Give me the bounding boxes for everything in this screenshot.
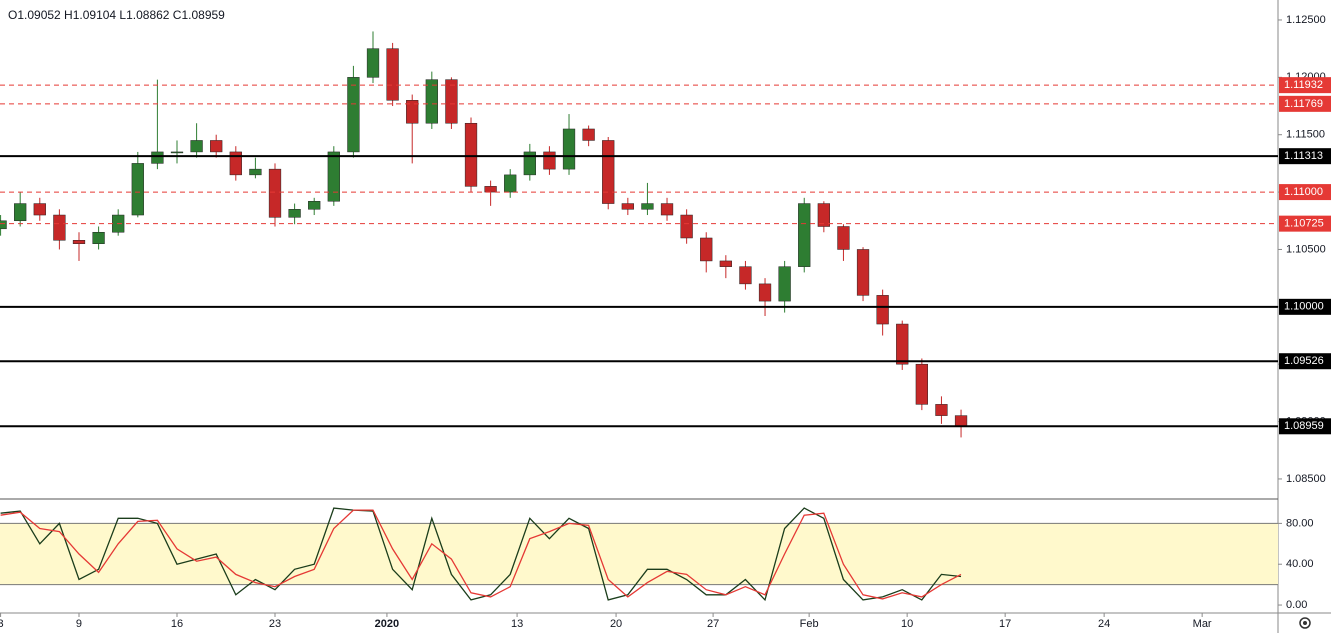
x-tick-label: 13 — [511, 618, 523, 630]
level-label-box — [1279, 184, 1331, 201]
level-label-box — [1279, 298, 1331, 315]
x-tick-label: 23 — [269, 618, 281, 630]
level-label: 1.11932 — [1284, 79, 1323, 91]
level-label: 1.11000 — [1284, 186, 1323, 198]
level-label: 1.11769 — [1284, 98, 1323, 110]
candle-body — [739, 266, 752, 285]
level-label-box — [1279, 418, 1331, 435]
y-tick-label: 0.00 — [1286, 599, 1307, 611]
candle-body — [0, 220, 7, 230]
stoch-line — [0, 509, 962, 600]
candle-body — [523, 151, 536, 176]
x-tick-label: 20 — [610, 618, 622, 630]
x-tick-label: 2020 — [375, 618, 399, 630]
candle-body — [249, 168, 262, 176]
candle-body — [876, 295, 889, 325]
candle-body — [406, 100, 419, 124]
candle-body — [621, 203, 634, 210]
candle-body — [758, 283, 772, 302]
candle-body — [14, 203, 27, 222]
candle-body — [308, 201, 321, 210]
band — [0, 523, 1278, 585]
candle-body — [856, 249, 870, 296]
level-label: 1.09526 — [1284, 355, 1324, 367]
x-tick-label: Mar — [1193, 618, 1212, 630]
candle-body — [151, 151, 164, 164]
candle-body — [53, 214, 66, 241]
candle-body — [347, 77, 360, 153]
y-tick-label: 1.11500 — [1286, 129, 1325, 141]
candle-body — [268, 168, 282, 218]
candle-body — [543, 151, 556, 170]
candle-body — [582, 128, 595, 141]
candle-body — [327, 151, 340, 202]
x-tick-label: 10 — [901, 618, 913, 630]
candle-body — [386, 48, 399, 101]
candle-body — [210, 140, 223, 153]
x-tick-label: 9 — [76, 618, 82, 630]
candle-body — [798, 203, 811, 267]
candle-body — [425, 79, 438, 124]
level-label: 1.10000 — [1284, 301, 1324, 313]
candle-body — [445, 79, 458, 124]
candle-body — [641, 203, 654, 210]
level-label-box — [1279, 148, 1331, 165]
level-label-box — [1279, 215, 1331, 232]
x-tick-label: 27 — [707, 618, 719, 630]
candle-body — [837, 226, 850, 250]
candle-body — [190, 140, 203, 153]
candle-body — [778, 266, 791, 302]
candle-body — [660, 203, 674, 216]
candle-body — [92, 231, 105, 244]
candle-body — [366, 48, 380, 78]
x-tick-label: 3 — [0, 618, 4, 630]
stoch-line — [0, 507, 962, 602]
x-tick-label: 24 — [1098, 618, 1110, 630]
candle-body — [484, 186, 497, 193]
y-tick-label: 1.08500 — [1286, 473, 1326, 485]
level-label: 1.10725 — [1284, 218, 1324, 230]
candle-body — [817, 203, 830, 227]
candle-body — [33, 203, 46, 216]
level-label-box — [1279, 95, 1331, 112]
y-tick-label: 1.10500 — [1286, 243, 1326, 255]
x-tick-label: Feb — [800, 618, 819, 630]
candle-body — [700, 237, 713, 262]
candle-body — [562, 128, 576, 170]
candle-body — [935, 404, 948, 416]
candle-body — [915, 363, 928, 405]
level-label-box — [1279, 77, 1331, 94]
level-label-box — [1279, 353, 1331, 370]
y-tick-label: 80.00 — [1286, 517, 1314, 529]
x-tick-label: 16 — [171, 618, 183, 630]
y-tick-label: 40.00 — [1286, 558, 1314, 570]
candle-body — [504, 174, 517, 193]
candle-body — [131, 163, 144, 216]
candle-body — [229, 151, 242, 176]
x-tick-label: 17 — [999, 618, 1011, 630]
candle-body — [719, 260, 732, 267]
level-label: 1.08959 — [1284, 420, 1324, 432]
candle-body — [72, 240, 86, 244]
candle-body — [896, 323, 909, 365]
ohlc-header: O1.09052 H1.09104 L1.08862 C1.08959 — [8, 8, 225, 22]
candle-body — [170, 151, 184, 154]
candle-body — [954, 415, 968, 427]
settings-icon[interactable] — [1299, 617, 1311, 629]
y-tick-label: 1.12500 — [1286, 14, 1326, 26]
level-label: 1.11313 — [1284, 150, 1323, 162]
candle-body — [602, 140, 615, 204]
candle-body — [288, 209, 301, 218]
candle-body — [464, 122, 478, 187]
candle-body — [680, 214, 693, 239]
